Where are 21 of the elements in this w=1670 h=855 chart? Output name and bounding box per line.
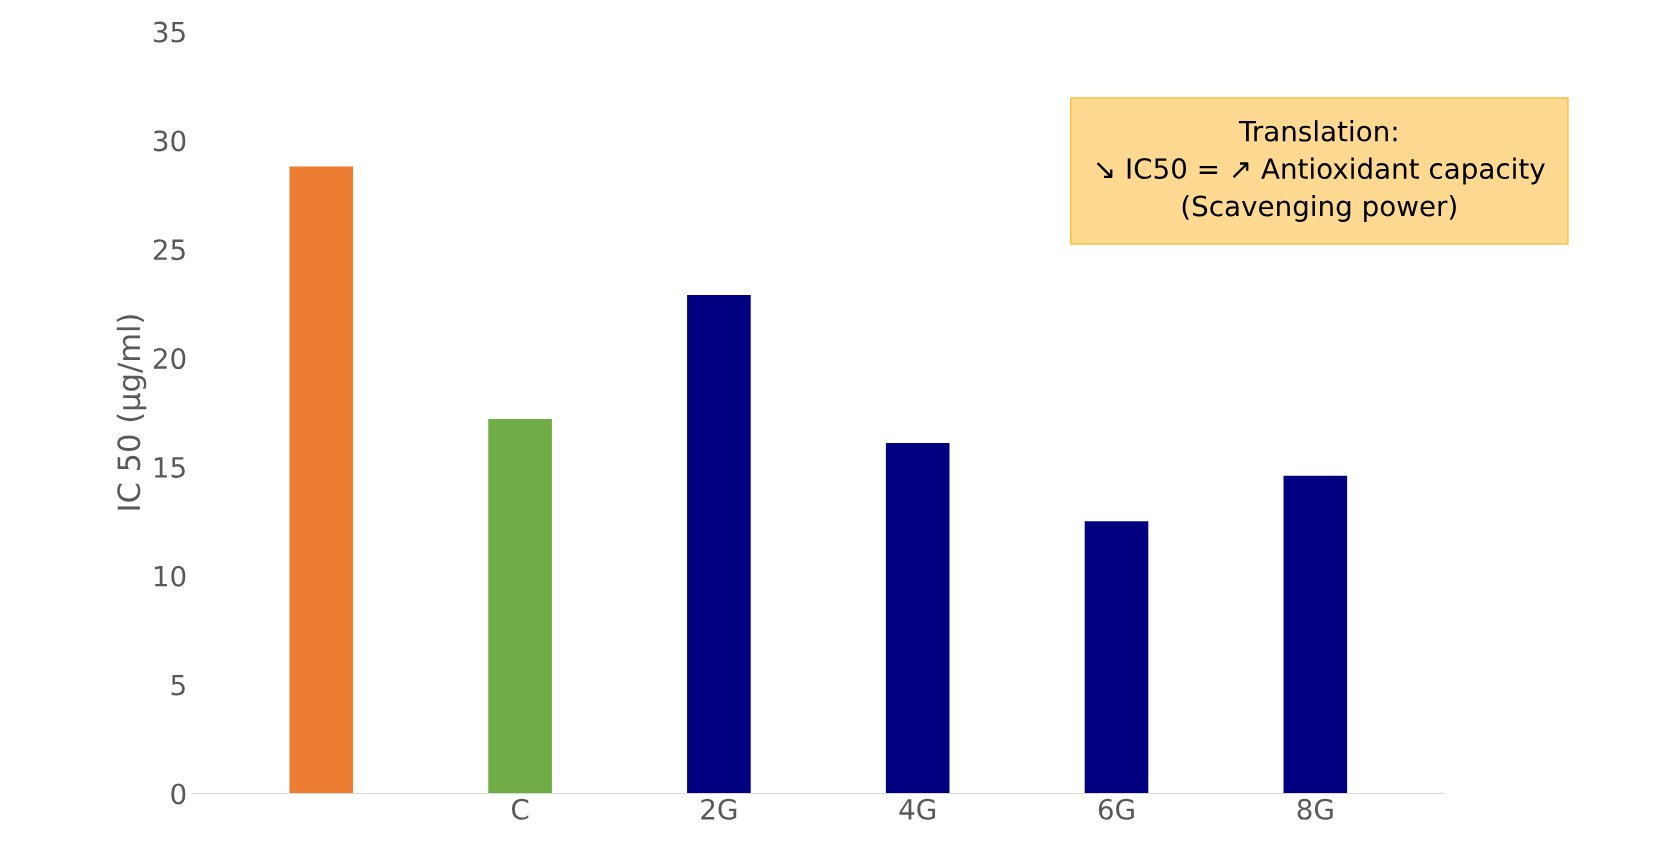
y-tick-label: 15	[154, 457, 185, 478]
x-tick-label: 8G	[1297, 798, 1333, 820]
x-tick-label: 2G	[701, 798, 737, 820]
bar	[1283, 475, 1348, 794]
annotation: Translation: ↘ IC50 = ↗ Antioxidant capacity (Scavenging power)	[1096, 120, 1545, 222]
bar	[885, 443, 950, 794]
x-tick-label: 6G	[1098, 798, 1134, 820]
y-tick-label: 10	[154, 565, 186, 587]
x-tick-label: 4G	[899, 798, 936, 820]
y-tick-label: 5	[171, 674, 185, 696]
bar	[488, 419, 552, 794]
y-axis-title: IC 50 (µg/ml)	[116, 315, 147, 510]
y-tick-label: 30	[153, 130, 186, 152]
y-tick-label: 0	[171, 783, 186, 805]
bar	[687, 295, 751, 794]
y-tick-label: 35	[153, 21, 185, 43]
y-tick-label: 20	[153, 348, 186, 370]
bar	[289, 166, 354, 794]
x-tick-label: C	[511, 798, 529, 820]
bar	[1084, 521, 1149, 794]
y-tick-label: 25	[153, 239, 185, 261]
